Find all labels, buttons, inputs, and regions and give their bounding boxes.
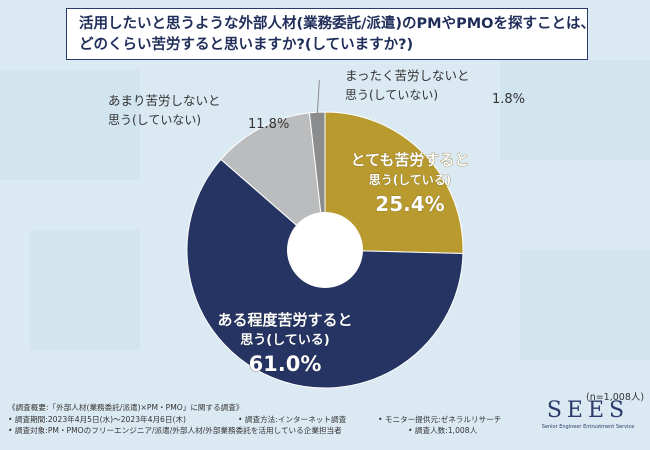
slice-label-sub-2: 思う(している) [240,333,330,348]
chart-title-line-1: 活用したいと思うような外部人材(業務委託/派遣)のPMやPMOを探すことは、 [79,16,595,32]
slice-value-1: 25.4% [375,192,444,216]
logo-tagline: Senior Engineer Entrustment Service [541,424,635,430]
slice-label-2: ある程度苦労すると [217,311,352,329]
slice-label-sub-3: 思う(していない) [108,113,201,127]
slice-value-2: 61.0% [249,352,322,376]
slice-label-sub-1: 思う(している) [369,173,452,187]
slice-label-4: まったく苦労しないと [345,68,470,83]
logo-wordmark: SEES [546,398,630,423]
slice-label-1: とても苦労すると [351,151,470,169]
background-tile [500,60,650,160]
sample-size-note: (n=1,008人) [586,392,645,403]
pie-slice-1 [324,111,464,254]
slice-label-3: あまり苦労しないと [108,93,221,108]
leader-line [316,80,320,115]
survey-method: • 調査方法:インターネット調査 [238,414,347,424]
background-tile [0,70,140,180]
survey-provider: • モニター提供元:ゼネラルリサーチ [378,414,502,424]
pie-slice-3 [220,112,326,252]
survey-period: • 調査期間:2023年4月5日(水)〜2023年4月6日(木) [8,414,186,424]
chart-title-line-2: どのくらい苦労すると思いますか?(していますか?) [79,37,414,53]
slice-value-3: 11.8% [248,117,289,132]
survey-footer: 《調査概要:「外部人材(業務委託/派遣)×PM・PMO」に関する調査》 • 調査… [8,402,528,437]
background-tile [520,250,650,360]
background-tile [30,230,140,350]
slice-labels: とても苦労すると思う(している)25.4%ある程度苦労すると思う(している)61… [108,68,525,376]
slice-value-4: 1.8% [492,92,525,107]
sees-logo: SEES Senior Engineer Entrustment Service [538,398,638,430]
chart-title-box: 活用したいと思うような外部人材(業務委託/派遣)のPMやPMOを探すことは、 ど… [66,8,595,60]
slice-label-sub-4: 思う(していない) [345,88,438,102]
survey-target: • 調査対象:PM・PMOのフリーエンジニア/派遣/外部人材/外部業務委託を活用… [8,426,342,435]
survey-count: • 調査人数:1,008人 [408,426,478,435]
pie-slices [186,111,464,389]
survey-overview: 《調査概要:「外部人材(業務委託/派遣)×PM・PMO」に関する調査》 [8,403,244,412]
donut-hole [287,212,363,288]
